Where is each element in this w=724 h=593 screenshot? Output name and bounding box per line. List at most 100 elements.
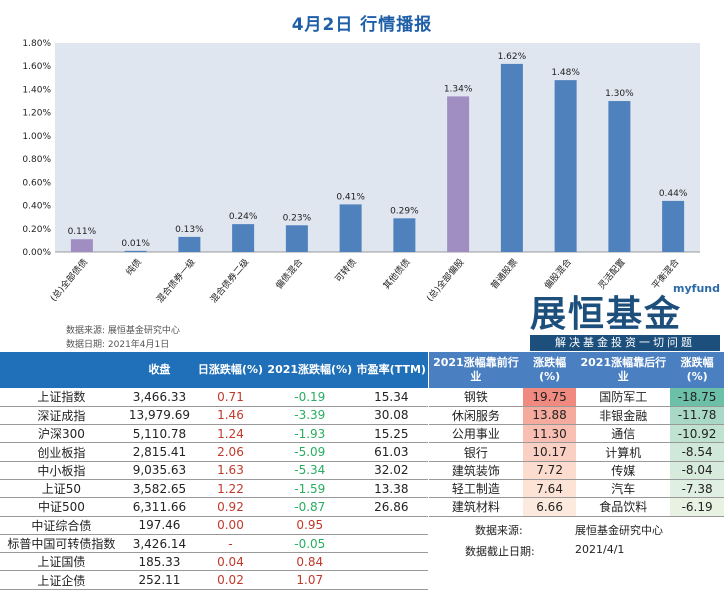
index-table: 收盘 日涨跌幅(%) 2021涨跌幅(%) 市盈率(TTM) 上证指数 3,466.33 0…	[0, 352, 428, 590]
table-cell: 13.38	[354, 479, 428, 499]
column-header: 日涨跌幅(%)	[196, 352, 265, 388]
bar	[285, 225, 308, 252]
bar	[608, 101, 631, 252]
bar-chart: 0.00% 0.20% 0.40% 0.60% 0.80% 1.00% 1.20% 1.40%…	[22, 39, 700, 305]
bar	[393, 218, 416, 252]
table-row: 上证指数 3,466.33 0.71 -0.19 15.34	[0, 388, 428, 407]
bar	[554, 80, 577, 253]
header-row: 2021涨幅靠前行业 涨跌幅(%) 2021涨幅靠后行业 涨跌幅(%)	[429, 352, 724, 388]
table-cell: 13,979.69	[122, 406, 197, 426]
table-cell: 上证50	[0, 479, 123, 499]
x-tick-label: 混合债券一级	[154, 256, 198, 305]
table-cell: -0.19	[264, 388, 355, 407]
table-cell: 1.63	[196, 461, 265, 480]
table-cell: -1.59	[264, 479, 355, 499]
data-label: 0.44%	[659, 189, 688, 199]
table-cell: 252.11	[122, 570, 197, 590]
bar	[662, 200, 685, 252]
table-cell: 0.95	[264, 516, 355, 535]
table-cell: 11.30	[522, 424, 577, 444]
logo-name: 展恒基金	[530, 294, 683, 335]
table-cell: -6.19	[670, 497, 724, 517]
table-cell: 钢铁	[429, 388, 523, 407]
column-header: 涨跌幅(%)	[522, 352, 577, 388]
table-cell: -11.78	[670, 406, 724, 426]
table-cell: 32.02	[354, 461, 428, 480]
table-cell: 30.08	[354, 406, 428, 426]
data-label: 0.29%	[390, 206, 419, 216]
table-cell: 19.75	[522, 388, 577, 407]
industry-table: 2021涨幅靠前行业 涨跌幅(%) 2021涨幅靠后行业 涨跌幅(%) 钢铁 19.75 国…	[429, 352, 724, 517]
table-cell: 0.00	[196, 516, 265, 535]
data-label: 0.13%	[175, 225, 204, 235]
table-cell: 0.84	[264, 552, 355, 572]
table-row: 建筑装饰 7.72 传媒 -8.04	[429, 461, 724, 480]
column-header: 2021涨幅靠后行业	[576, 352, 671, 388]
table-cell: 9,035.63	[122, 461, 197, 480]
x-tick-label: 普通股票	[488, 256, 520, 291]
table-row: 上证国债 185.33 0.04 0.84	[0, 552, 428, 572]
table-row: 标普中国可转债指数 3,426.14- -0.05	[0, 534, 428, 554]
header-row: 收盘 日涨跌幅(%) 2021涨跌幅(%) 市盈率(TTM)	[0, 352, 428, 388]
table-cell: 建筑材料	[429, 497, 523, 517]
bar	[500, 63, 523, 253]
column-header: 市盈率(TTM)	[354, 352, 428, 388]
bar	[124, 250, 147, 252]
chart-source: 数据来源: 展恒基金研究中心	[66, 326, 180, 336]
table-cell: 10.17	[522, 442, 577, 462]
table-cell: 6.66	[522, 497, 577, 517]
y-tick-label: 0.20%	[22, 225, 51, 235]
table-cell: -8.04	[670, 461, 724, 480]
table-cell: 计算机	[576, 442, 671, 462]
table-cell: -18.75	[670, 388, 724, 407]
logo-myfund: myfund	[673, 282, 720, 295]
table-cell: -8.54	[670, 442, 724, 462]
y-tick-label: 1.40%	[22, 85, 51, 95]
table-cell: -5.34	[264, 461, 355, 480]
table-row: 中小板指 9,035.63 1.63 -5.34 32.02	[0, 461, 428, 480]
data-label: 0.23%	[283, 213, 312, 223]
table-cell: 185.33	[122, 552, 197, 572]
bar	[70, 239, 93, 252]
table-cell	[354, 552, 428, 572]
data-label: 0.41%	[336, 192, 365, 202]
column-header: 涨跌幅(%)	[670, 352, 724, 388]
x-tick-label: 偏债混合	[273, 256, 305, 291]
table-row: 上证50 3,582.65 1.22 -1.59 13.38	[0, 479, 428, 499]
table-cell: -10.92	[670, 424, 724, 444]
x-tick-label: (总)全部债债	[48, 256, 91, 304]
y-tick-label: 0.60%	[22, 178, 51, 188]
x-tick-label: 混合债券二级	[208, 256, 252, 305]
table-row: 轻工制造 7.64 汽车 -7.38	[429, 479, 724, 499]
table-cell: 7.72	[522, 461, 577, 480]
table-row: 中证综合债 197.46 0.00 0.95	[0, 516, 428, 535]
table-cell: 轻工制造	[429, 479, 523, 499]
y-tick-label: 1.60%	[22, 62, 51, 72]
table-cell	[354, 516, 428, 535]
column-header: 2021涨跌幅(%)	[264, 352, 355, 388]
y-tick-label: 0.40%	[22, 202, 51, 212]
table-cell: 食品饮料	[576, 497, 671, 517]
table-cell: -0.87	[264, 497, 355, 517]
table-cell: 建筑装饰	[429, 461, 523, 480]
table-cell: 2,815.41	[122, 442, 197, 462]
table-cell: 3,582.65	[122, 479, 197, 499]
x-tick-label: 其他债债	[380, 256, 412, 291]
table-cell: 中证综合债	[0, 516, 123, 535]
table-cell: 汽车	[576, 479, 671, 499]
table-cell: 上证指数	[0, 388, 123, 407]
table-cell: 3,466.33	[122, 388, 197, 407]
logo: myfund 展恒基金 解决基金投资一切问题	[530, 282, 720, 351]
data-label: 0.01%	[121, 239, 150, 249]
table-cell: 1.07	[264, 570, 355, 590]
page-title: 4月2日 行情播报	[291, 15, 433, 35]
data-label: 1.34%	[444, 84, 473, 94]
table-cell: 2.06	[196, 442, 265, 462]
table-cell: 非银金融	[576, 406, 671, 426]
table-cell: 197.46	[122, 516, 197, 535]
table-cell: 创业板指	[0, 442, 123, 462]
table-cell: 银行	[429, 442, 523, 462]
table-row: 深证成指 13,979.69 1.46 -3.39 30.08	[0, 406, 428, 426]
table-cell: 1.22	[196, 479, 265, 499]
table-row: 创业板指 2,815.41 2.06 -5.09 61.03	[0, 442, 428, 462]
